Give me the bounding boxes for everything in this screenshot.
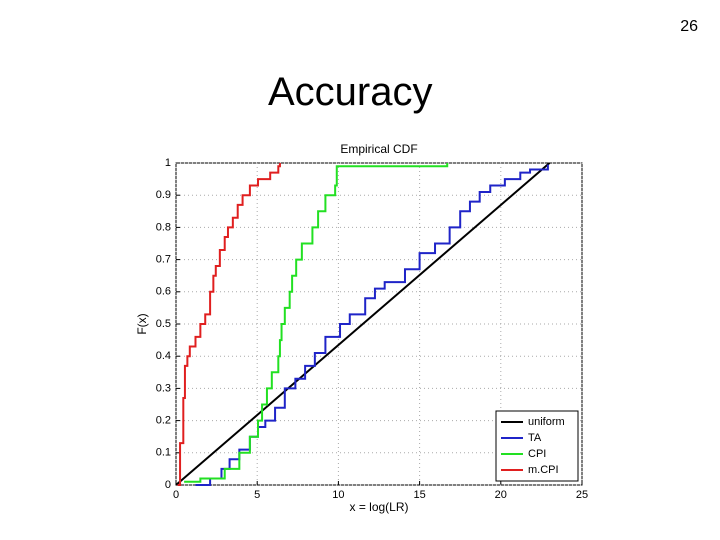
x-tick-label: 20	[495, 489, 507, 501]
chart-title: Empirical CDF	[340, 142, 417, 156]
y-tick-label: 0.7	[156, 254, 171, 266]
legend-label: CPI	[528, 448, 546, 460]
x-tick-label: 0	[173, 489, 179, 501]
series-line	[175, 162, 551, 486]
y-tick-label: 0.4	[156, 350, 171, 362]
x-tick-label: 5	[254, 489, 260, 501]
y-tick-label: 0	[165, 479, 171, 491]
y-tick-label: 0.3	[156, 382, 171, 394]
series-line	[184, 163, 449, 483]
y-tick-label: 0.6	[156, 286, 171, 298]
series-line	[177, 163, 281, 486]
y-tick-label: 0.1	[156, 447, 171, 459]
slide-title: Accuracy	[268, 70, 433, 114]
y-tick-label: 1	[165, 157, 171, 169]
x-tick-label: 10	[332, 489, 344, 501]
page-number: 26	[680, 18, 698, 35]
y-tick-label: 0.8	[156, 221, 171, 233]
legend-label: m.CPI	[528, 464, 559, 476]
legend-label: uniform	[528, 416, 565, 428]
x-tick-label: 25	[576, 489, 588, 501]
y-axis-label: F(x)	[135, 313, 149, 334]
y-tick-label: 0.2	[156, 415, 171, 427]
y-tick-label: 0.5	[156, 318, 171, 330]
y-tick-label: 0.9	[156, 189, 171, 201]
x-axis-label: x = log(LR)	[349, 500, 408, 514]
legend-label: TA	[528, 432, 542, 444]
x-tick-label: 15	[413, 489, 425, 501]
